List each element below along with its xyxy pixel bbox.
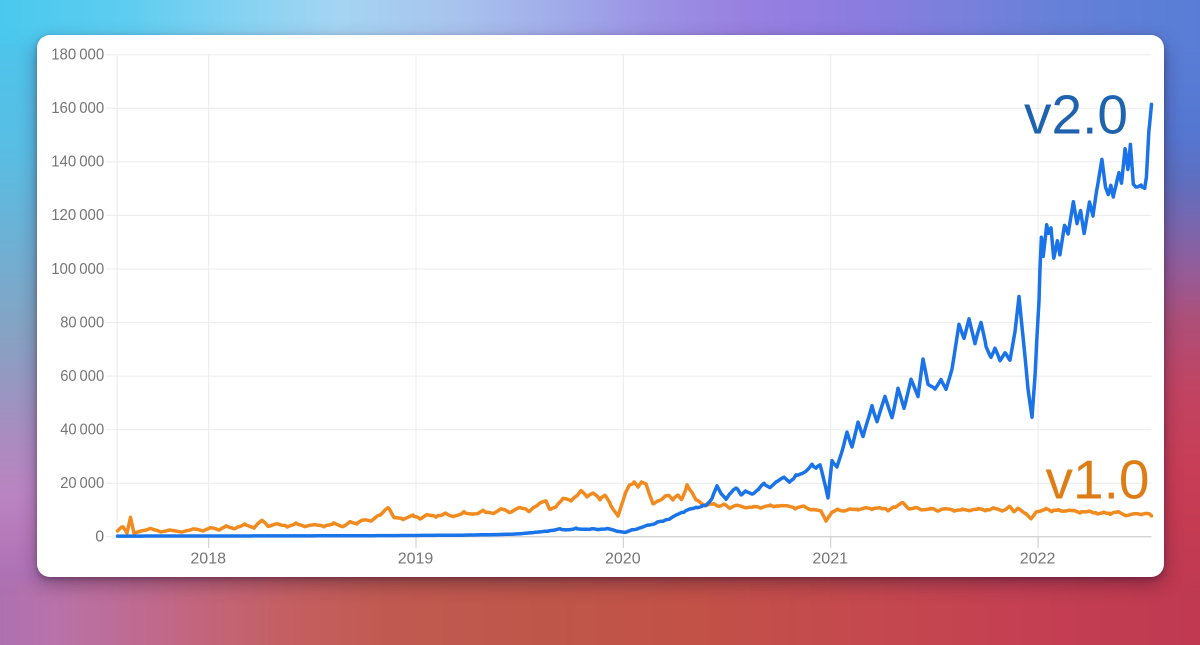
svg-text:0: 0	[95, 529, 104, 546]
svg-text:2019: 2019	[398, 551, 434, 568]
svg-text:2022: 2022	[1020, 551, 1056, 568]
svg-text:80 000: 80 000	[60, 314, 104, 331]
svg-text:v2.0: v2.0	[1024, 84, 1128, 146]
svg-text:v1.0: v1.0	[1046, 449, 1150, 511]
svg-text:120 000: 120 000	[51, 207, 104, 224]
svg-text:20 000: 20 000	[60, 475, 104, 492]
svg-text:160 000: 160 000	[51, 100, 104, 117]
svg-text:2018: 2018	[190, 551, 226, 568]
svg-text:140 000: 140 000	[51, 154, 104, 171]
svg-text:100 000: 100 000	[51, 261, 104, 278]
svg-text:180 000: 180 000	[51, 47, 104, 64]
svg-text:40 000: 40 000	[60, 422, 104, 439]
svg-text:2020: 2020	[605, 551, 641, 568]
svg-text:2021: 2021	[812, 551, 848, 568]
svg-text:60 000: 60 000	[60, 368, 104, 385]
